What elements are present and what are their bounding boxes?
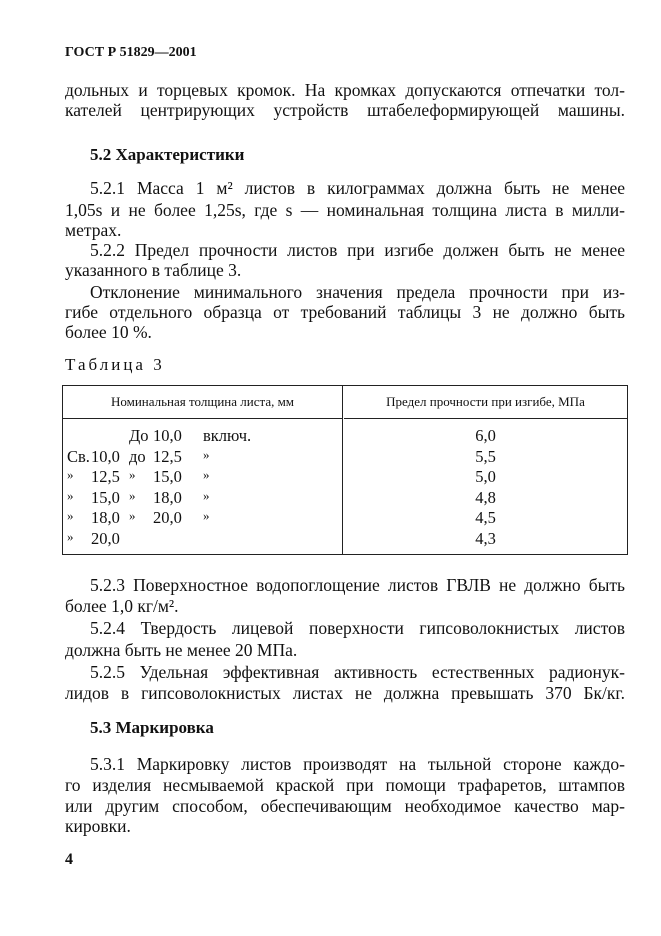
table-cell: » <box>67 528 74 544</box>
table-row-thickness: » 20,0 <box>63 529 342 549</box>
table-row-thickness: » 18,0 » 20,0 » <box>63 508 342 528</box>
table-cell: » <box>203 487 210 503</box>
text-line: дольных и торцевых кромок. На кромках до… <box>65 80 625 100</box>
section-heading: 5.3 Маркировка <box>90 718 214 737</box>
text-line: го изделия несмываемой краской при помощ… <box>65 775 625 795</box>
table-cell: 15,0 <box>91 487 120 507</box>
text-line: 1,05s и не более 1,25s, где s — номиналь… <box>65 200 625 220</box>
document-header: ГОСТ Р 51829—2001 <box>65 45 197 60</box>
table-cell: » <box>129 508 136 523</box>
table-cell-strength: 5,0 <box>475 467 496 486</box>
table-cell: » <box>129 467 136 482</box>
table-3: Номинальная толщина листа, мм Предел про… <box>62 385 628 555</box>
table-cell: » <box>67 467 74 482</box>
table-cell-strength: 5,5 <box>475 446 496 466</box>
table-cell: » <box>203 446 210 462</box>
section-heading: 5.2 Характеристики <box>90 145 245 164</box>
table-cell: » <box>67 508 74 523</box>
table-cell: 10,0 <box>153 426 182 445</box>
table-cell: » <box>203 508 210 523</box>
table-cell-strength: 4,3 <box>475 528 496 548</box>
table-cell: » <box>203 467 210 482</box>
table-cell: до <box>129 446 146 466</box>
text-line: кателей центрирующих устройств штабелефо… <box>65 100 625 120</box>
text-line: 5.2.3 Поверхностное водопоглощение листо… <box>90 575 625 595</box>
text-line: метрах. <box>65 220 122 240</box>
table-cell-strength: 4,5 <box>475 508 496 527</box>
text-line: должна быть не менее 20 МПа. <box>65 640 298 660</box>
text-line: 5.2.5 Удельная эффективная активность ес… <box>90 662 625 682</box>
text-line: 5.2.1 Масса 1 м² листов в килограммах до… <box>90 178 625 198</box>
text-line: более 1,0 кг/м². <box>65 596 179 616</box>
text-line: более 10 %. <box>65 322 152 342</box>
table-row-thickness: Св. 10,0 до 12,5 » <box>63 447 342 467</box>
text-line: 5.2.2 Предел прочности листов при изгибе… <box>90 240 625 260</box>
table-cell: Св. <box>67 446 90 466</box>
table-row-thickness: » 12,5 » 15,0 » <box>63 467 342 487</box>
text-line: лидов в гипсоволокнистых листах не должн… <box>65 683 625 703</box>
text-line: Отклонение минимального значения предела… <box>90 282 625 302</box>
table-cell: 18,0 <box>91 508 120 527</box>
table-cell-strength: 6,0 <box>475 426 496 445</box>
table-cell: » <box>67 487 74 503</box>
table-row-thickness: До 10,0 включ. <box>63 426 342 446</box>
table-cell: 12,5 <box>91 467 120 486</box>
text-line: 5.3.1 Маркировку листов производят на ты… <box>90 754 625 774</box>
table-cell: 12,5 <box>153 446 182 466</box>
text-line: гибе отдельного образца от требований та… <box>65 302 625 322</box>
table-cell: 20,0 <box>91 528 120 548</box>
table-cell: 15,0 <box>153 467 182 486</box>
table-cell: 10,0 <box>91 446 120 466</box>
column-divider <box>342 386 343 554</box>
text-line: 5.2.4 Твердость лицевой поверхности гипс… <box>90 618 625 638</box>
table-cell: До <box>129 426 149 445</box>
table-cell-strength: 4,8 <box>475 487 496 507</box>
table-row-thickness: » 15,0 » 18,0 » <box>63 488 342 508</box>
table-cell: 20,0 <box>153 508 182 527</box>
text-line: или другим способом, обеспечивающим необ… <box>65 796 625 816</box>
table-caption: Таблица 3 <box>65 355 165 374</box>
page-number: 4 <box>65 851 73 868</box>
table-header: Предел прочности при изгибе, МПа <box>344 386 627 419</box>
table-cell: включ. <box>203 426 252 445</box>
table-cell: 18,0 <box>153 487 182 507</box>
table-header: Номинальная толщина листа, мм <box>63 386 342 419</box>
text-line: указанного в таблице 3. <box>65 260 242 280</box>
table-cell: » <box>129 487 136 503</box>
text-line: кировки. <box>65 816 131 836</box>
